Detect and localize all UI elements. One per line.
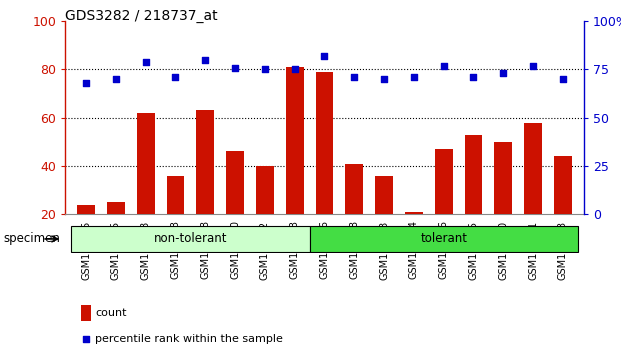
Text: specimen: specimen	[3, 233, 60, 245]
Point	[81, 80, 91, 86]
Bar	[465, 135, 483, 262]
Bar	[137, 113, 155, 262]
Point	[438, 63, 448, 68]
Point	[468, 74, 478, 80]
Point	[409, 74, 419, 80]
Point	[230, 65, 240, 70]
Bar	[286, 67, 304, 262]
Point	[141, 59, 151, 64]
Bar	[256, 166, 274, 262]
Point	[349, 74, 359, 80]
Bar	[554, 156, 572, 262]
Text: GDS3282 / 218737_at: GDS3282 / 218737_at	[65, 9, 218, 23]
Bar	[226, 152, 244, 262]
Point	[81, 336, 91, 342]
Text: percentile rank within the sample: percentile rank within the sample	[95, 334, 283, 344]
Point	[171, 74, 181, 80]
Bar	[435, 149, 453, 262]
Bar	[166, 176, 184, 262]
Point	[260, 67, 270, 72]
Point	[498, 70, 508, 76]
Point	[319, 53, 329, 59]
Point	[201, 57, 211, 63]
Point	[528, 63, 538, 68]
Bar	[494, 142, 512, 262]
Bar	[81, 305, 91, 321]
Point	[290, 67, 300, 72]
Bar	[196, 110, 214, 262]
Text: tolerant: tolerant	[420, 233, 467, 245]
Bar	[107, 202, 125, 262]
Bar	[405, 212, 423, 262]
Point	[379, 76, 389, 82]
Bar	[345, 164, 363, 262]
Bar	[315, 72, 333, 262]
Bar	[524, 122, 542, 262]
Text: non-tolerant: non-tolerant	[153, 233, 227, 245]
Text: count: count	[95, 308, 127, 318]
Point	[111, 76, 121, 82]
FancyBboxPatch shape	[71, 226, 310, 252]
FancyBboxPatch shape	[310, 226, 578, 252]
Bar	[375, 176, 393, 262]
Bar	[77, 205, 95, 262]
Point	[558, 76, 568, 82]
